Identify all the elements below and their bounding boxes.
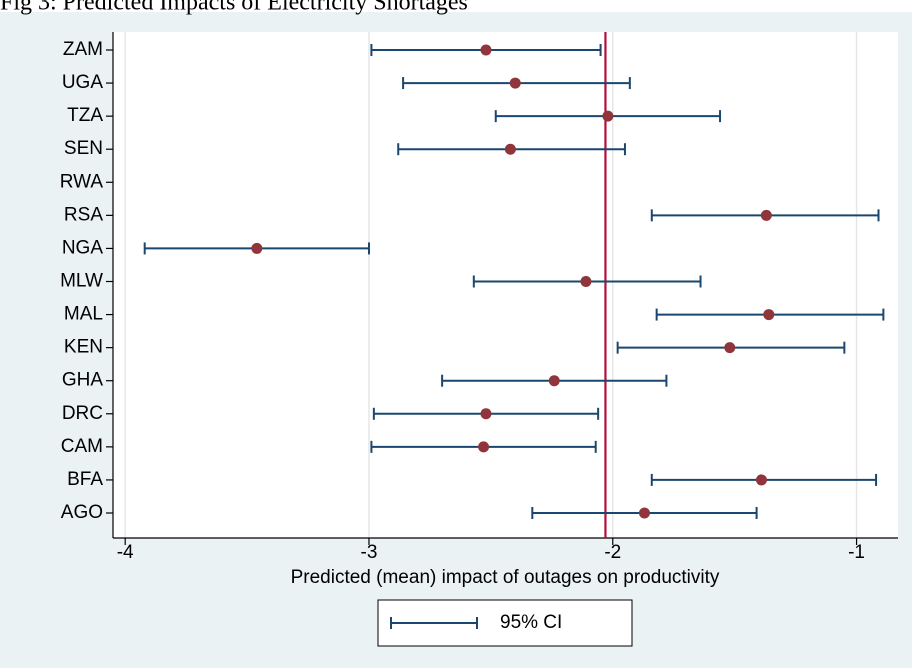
point	[724, 342, 736, 354]
x-tick-label: -3	[361, 542, 378, 563]
point	[480, 408, 492, 420]
y-tick-label: RWA	[60, 171, 104, 192]
chart-title: Fig 3: Predicted Impacts of Electricity …	[0, 0, 468, 16]
y-tick-label: RSA	[64, 204, 103, 225]
point	[480, 44, 492, 56]
point	[638, 507, 650, 519]
y-tick-label: BFA	[67, 469, 103, 490]
point	[504, 143, 516, 155]
y-tick-label: SEN	[64, 138, 103, 159]
point	[760, 209, 772, 221]
y-tick-label: AGO	[61, 502, 103, 523]
y-tick-label: GHA	[62, 370, 104, 391]
y-tick-label: CAM	[61, 436, 103, 457]
y-tick-label: UGA	[62, 72, 104, 93]
x-tick-label: -1	[848, 542, 865, 563]
plot-area	[113, 32, 898, 538]
y-tick-label: DRC	[62, 403, 103, 424]
point	[548, 375, 560, 387]
x-axis-title: Predicted (mean) impact of outages on pr…	[291, 567, 720, 588]
point	[763, 309, 775, 321]
y-tick-label: NGA	[62, 237, 104, 258]
point	[509, 77, 521, 89]
y-tick-label: MAL	[64, 304, 103, 325]
y-tick-label: MLW	[60, 271, 103, 292]
y-tick-label: TZA	[67, 105, 103, 126]
point	[580, 276, 592, 287]
y-tick-label: KEN	[64, 337, 103, 358]
y-tick-label: ZAM	[63, 39, 103, 60]
x-tick-label: -2	[604, 542, 621, 563]
legend-label: 95% CI	[500, 612, 562, 633]
point	[478, 441, 490, 453]
point	[251, 242, 263, 254]
point	[602, 110, 614, 122]
point	[755, 474, 767, 486]
x-tick-label: -4	[117, 542, 134, 563]
